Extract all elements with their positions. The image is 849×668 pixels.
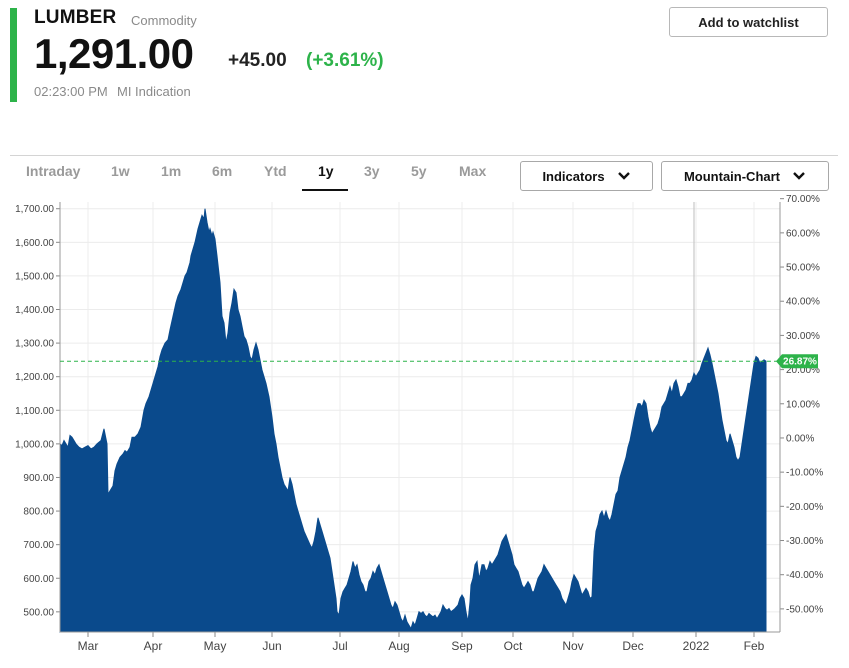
tab-6m[interactable]: 6m	[212, 163, 233, 179]
current-price: 1,291.00	[34, 30, 194, 77]
right-axis-tick-label: 0.00%	[786, 433, 814, 444]
tab-3y[interactable]: 3y	[364, 163, 380, 179]
x-axis-month-label: May	[204, 639, 227, 653]
right-axis-tick-label: -20.00%	[786, 502, 823, 513]
tabs-divider	[10, 155, 838, 156]
right-axis-tick-label: 40.00%	[786, 297, 820, 308]
quote-indication: MI Indication	[117, 84, 191, 99]
active-tab-underline	[302, 189, 348, 191]
tab-ytd[interactable]: Ytd	[264, 163, 287, 179]
x-axis-month-label: Oct	[504, 639, 523, 653]
right-axis-tick-label: 30.00%	[786, 331, 820, 342]
left-axis-tick-label: 800.00	[23, 507, 54, 518]
left-axis-tick-label: 1,600.00	[15, 238, 54, 249]
chevron-down-icon	[793, 172, 805, 180]
last-value-badge-label: 26.87%	[783, 357, 817, 368]
right-axis-tick-label: -30.00%	[786, 536, 823, 547]
x-axis-month-label: Jun	[262, 639, 281, 653]
x-axis-month-label: Dec	[622, 639, 643, 653]
left-axis-tick-label: 700.00	[23, 540, 54, 551]
tab-5y[interactable]: 5y	[411, 163, 427, 179]
right-axis-tick-label: -10.00%	[786, 468, 823, 479]
chart-type-label: Mountain-Chart	[683, 168, 781, 184]
x-axis-month-label: Feb	[744, 639, 765, 653]
left-axis-tick-label: 1,200.00	[15, 372, 54, 383]
quote-time: 02:23:00 PM	[34, 84, 108, 99]
indicators-label: Indicators	[542, 168, 605, 184]
right-axis-tick-label: -40.00%	[786, 570, 823, 581]
x-axis-month-label: Nov	[562, 639, 583, 653]
tab-max[interactable]: Max	[459, 163, 487, 179]
right-axis-tick-label: 60.00%	[786, 228, 820, 239]
x-axis-month-label: Mar	[78, 639, 99, 653]
chart-type-dropdown[interactable]: Mountain-Chart	[661, 161, 829, 191]
price-area-series	[59, 208, 767, 633]
left-axis-tick-label: 1,400.00	[15, 305, 54, 316]
price-change-percent: (+3.61%)	[306, 50, 384, 71]
tab-1w[interactable]: 1w	[111, 163, 130, 179]
last-value-badge	[776, 354, 818, 369]
x-axis-month-label: 2022	[683, 639, 710, 653]
left-axis-tick-label: 500.00	[23, 607, 54, 618]
left-axis-tick-label: 900.00	[23, 473, 54, 484]
tab-intraday[interactable]: Intraday	[26, 163, 81, 179]
left-axis-tick-label: 1,100.00	[15, 406, 54, 417]
right-axis-tick-label: 70.00%	[786, 194, 820, 205]
tab-1y[interactable]: 1y	[318, 163, 334, 179]
right-axis-tick-label: 20.00%	[786, 365, 820, 376]
right-axis-tick-label: 50.00%	[786, 263, 820, 274]
chevron-down-icon	[617, 172, 630, 180]
left-axis-tick-label: 1,700.00	[15, 204, 54, 215]
right-axis-tick-label: 10.00%	[786, 399, 820, 410]
asset-type-label: Commodity	[131, 13, 197, 28]
add-to-watchlist-button[interactable]: Add to watchlist	[669, 7, 828, 37]
x-axis-month-label: Jul	[332, 639, 347, 653]
tab-1m[interactable]: 1m	[161, 163, 182, 179]
x-axis-month-label: Apr	[144, 639, 163, 653]
left-axis-tick-label: 1,300.00	[15, 339, 54, 350]
left-axis-tick-label: 1,500.00	[15, 271, 54, 282]
right-axis-tick-label: -50.00%	[786, 604, 823, 615]
x-axis-month-label: Aug	[388, 639, 409, 653]
price-accent-bar	[10, 8, 17, 102]
left-axis-tick-label: 600.00	[23, 574, 54, 585]
left-axis-tick-label: 1,000.00	[15, 439, 54, 450]
ticker-symbol: LUMBER	[34, 7, 117, 28]
indicators-dropdown[interactable]: Indicators	[520, 161, 653, 191]
price-change-absolute: +45.00	[228, 50, 287, 71]
x-axis-month-label: Sep	[451, 639, 473, 653]
